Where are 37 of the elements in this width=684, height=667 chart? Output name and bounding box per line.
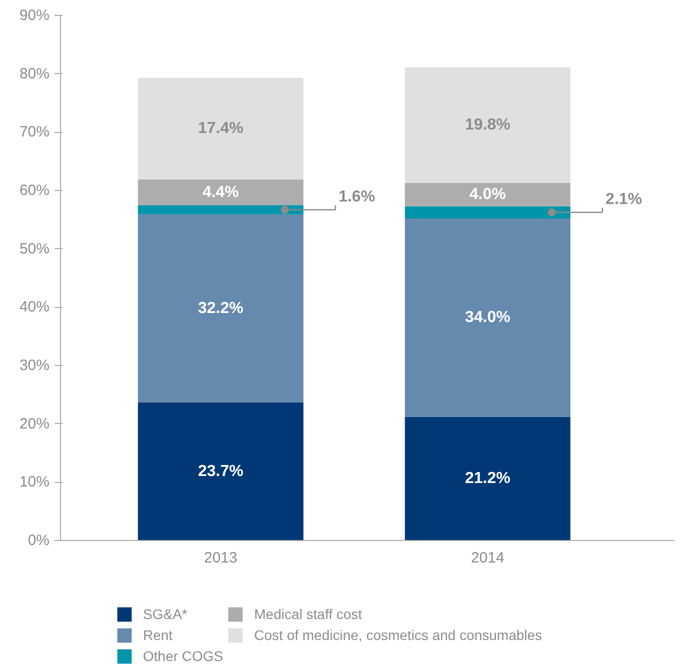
y-tick-label: 40%	[19, 298, 50, 316]
y-tick-label: 30%	[19, 357, 50, 374]
bar	[404, 206, 570, 218]
y-tick-label: 20%	[19, 415, 50, 432]
x-tick-label: 2014	[470, 550, 504, 566]
text: 32.2%	[198, 300, 244, 317]
bar	[138, 214, 304, 402]
text: 17.4%	[198, 120, 244, 138]
text: 4.0%	[469, 186, 506, 204]
legend-label: Rent	[143, 626, 173, 644]
text: 19.8%	[464, 116, 510, 134]
text: 1.6%	[338, 188, 376, 206]
y-tick-label: 80%	[19, 65, 50, 82]
text: 2.1%	[606, 191, 642, 208]
x-tick-label: 2013	[204, 550, 238, 566]
bar	[138, 78, 304, 180]
bar	[138, 402, 304, 540]
y-tick-label: 90%	[19, 7, 50, 24]
y-tick-label: 50%	[19, 240, 50, 258]
text: 4.4%	[202, 184, 239, 201]
bar	[404, 416, 570, 540]
bar	[404, 218, 570, 417]
legend-label: Medical staff cost	[254, 605, 362, 623]
text: 23.7%	[198, 462, 244, 480]
legend-label: Cost of medicine, cosmetics and consumables	[254, 626, 542, 644]
y-tick-label: 10%	[19, 474, 50, 491]
text: 34.0%	[464, 309, 510, 326]
y-tick-label: 70%	[19, 124, 50, 141]
bar	[404, 182, 570, 206]
y-tick-label: 60%	[19, 182, 50, 199]
legend-label: SG&A*	[143, 605, 188, 623]
bar	[138, 205, 304, 214]
bar	[404, 67, 570, 183]
legend-label: Other COGS	[143, 647, 224, 665]
text: 21.2%	[464, 470, 510, 488]
bar	[138, 179, 304, 206]
y-tick-label: 0%	[28, 532, 50, 549]
